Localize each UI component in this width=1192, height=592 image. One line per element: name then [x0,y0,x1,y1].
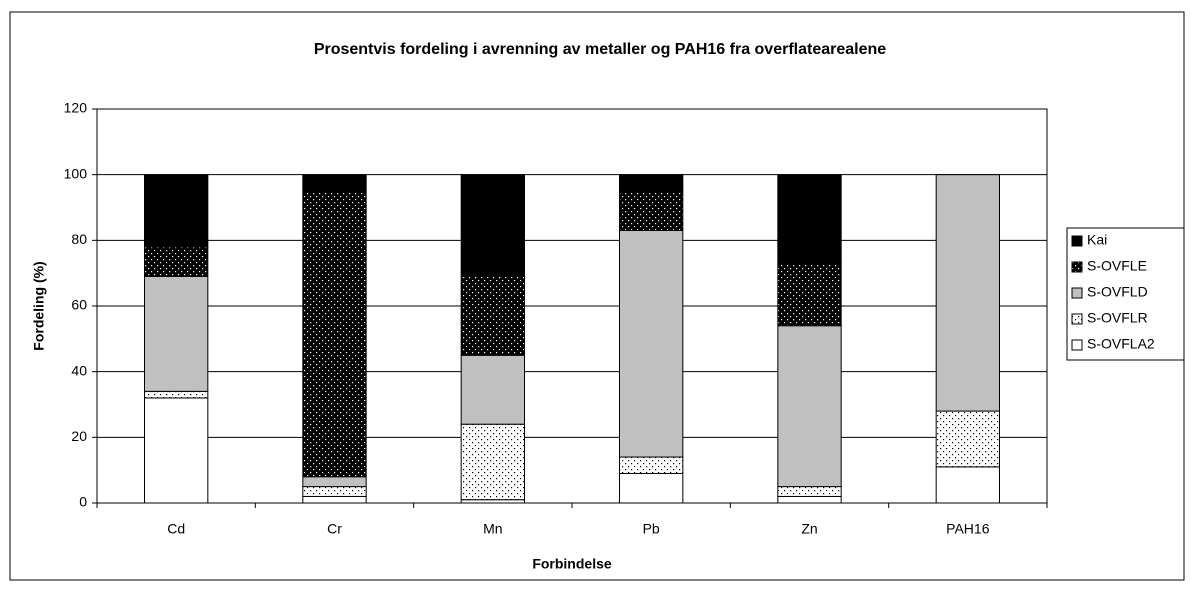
bar-segment [777,262,842,327]
bar-segment [302,486,367,497]
bar-segment [460,174,525,277]
legend-label: Kai [1087,232,1107,248]
bar-segment [144,174,209,248]
x-tick-label: Zn [801,521,817,537]
y-tick-label: 120 [64,100,88,116]
legend-swatch [1071,287,1083,299]
bar-segment [302,174,367,192]
x-tick-label: Cd [167,521,185,537]
bar-segment [460,423,525,501]
y-axis-label: Fordeling (%) [31,261,47,350]
x-tick-label: Mn [483,521,502,537]
y-tick-label: 60 [71,297,87,313]
bar-segment [619,190,684,231]
y-tick-label: 40 [71,362,87,378]
bar-segment [935,174,1001,412]
bar-segment [144,390,209,399]
y-tick-label: 20 [71,428,87,444]
bar-segment [777,495,842,504]
legend-label: S-OVFLE [1087,258,1147,274]
bar-segment [619,174,684,192]
x-axis-label: Forbindelse [532,556,612,572]
bar-segment [619,472,684,504]
bar-segment [302,476,367,488]
bar-segment [302,190,367,478]
legend-swatch [1071,235,1083,247]
bar-segment [302,495,367,504]
bar-segment [460,354,525,425]
legend-label: S-OVFLR [1087,310,1148,326]
bar-segment [777,325,842,488]
bar-segment [460,275,525,356]
x-tick-label: PAH16 [946,521,990,537]
legend-label: S-OVFLD [1087,284,1148,300]
x-tick-label: Cr [327,521,342,537]
legend-swatch [1071,313,1083,325]
x-tick-label: Pb [643,521,660,537]
chart-title: Prosentvis fordeling i avrenning av meta… [314,41,886,58]
bar-segment [935,410,1001,468]
bar-segment [619,229,684,458]
bar-segment [144,275,209,392]
y-tick-label: 100 [64,165,88,181]
bar-segment [619,456,684,474]
bar-segment [777,174,842,264]
legend-swatch [1071,339,1083,351]
legend-swatch [1071,261,1083,273]
legend-box [1066,227,1185,361]
bar-segment [144,246,209,277]
y-tick-label: 80 [71,231,87,247]
bar-segment [935,466,1001,504]
y-tick-label: 0 [79,494,87,510]
bar-segment [777,486,842,497]
legend-label: S-OVFLA2 [1087,336,1155,352]
bar-segment [144,397,209,504]
